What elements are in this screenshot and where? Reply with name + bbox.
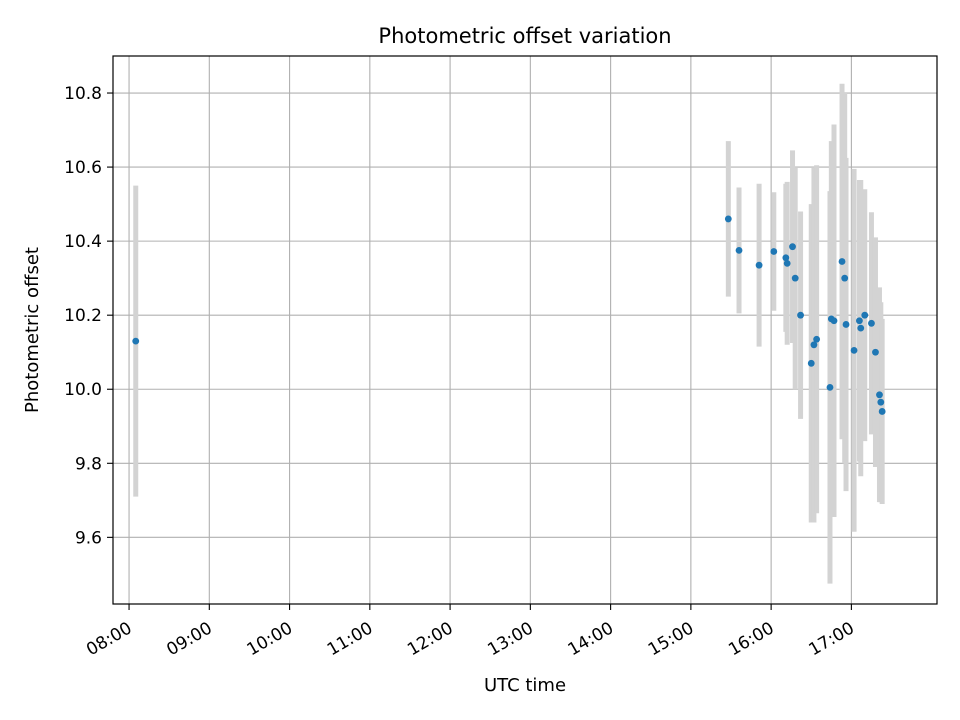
data-point <box>850 346 858 354</box>
data-point <box>830 317 838 325</box>
data-point <box>857 324 865 332</box>
y-tick-label: 10.2 <box>64 306 102 326</box>
data-point <box>861 311 869 319</box>
data-point <box>807 359 815 367</box>
data-point <box>789 243 796 251</box>
data-point <box>876 391 883 399</box>
data-point <box>755 261 763 269</box>
data-point <box>878 408 886 415</box>
plot-frame <box>112 55 938 605</box>
tick-layer: 08:00 09:00 10:00 11:00 12:00 13:00 14:00 15:00… <box>64 84 858 660</box>
data-point <box>868 319 875 327</box>
y-tick-label: 9.6 <box>75 528 102 548</box>
data-point <box>877 398 885 406</box>
data-point <box>826 383 834 391</box>
y-tick-label: 10.6 <box>64 158 102 178</box>
data-point <box>782 254 790 262</box>
data-point <box>735 246 743 254</box>
data-point <box>724 215 732 223</box>
x-axis-label: UTC time <box>484 675 566 696</box>
data-point <box>813 335 821 343</box>
data-point <box>797 311 804 319</box>
data-point <box>856 317 863 325</box>
grid-layer <box>113 56 937 604</box>
y-tick-label: 10.0 <box>64 380 102 400</box>
data-point <box>872 348 879 356</box>
point-layer <box>132 215 886 415</box>
y-axis-label: Photometric offset <box>22 247 43 413</box>
data-point <box>770 248 778 255</box>
data-point <box>842 321 850 328</box>
data-point <box>841 274 849 282</box>
data-point <box>783 259 791 267</box>
chart-title: Photometric offset variation <box>378 24 671 48</box>
y-tick-label: 9.8 <box>75 454 102 474</box>
data-point <box>810 341 818 349</box>
y-tick-label: 10.8 <box>64 84 102 104</box>
data-point <box>791 274 799 282</box>
data-point <box>132 337 140 345</box>
y-tick-label: 10.4 <box>64 232 102 252</box>
data-point <box>838 258 846 265</box>
